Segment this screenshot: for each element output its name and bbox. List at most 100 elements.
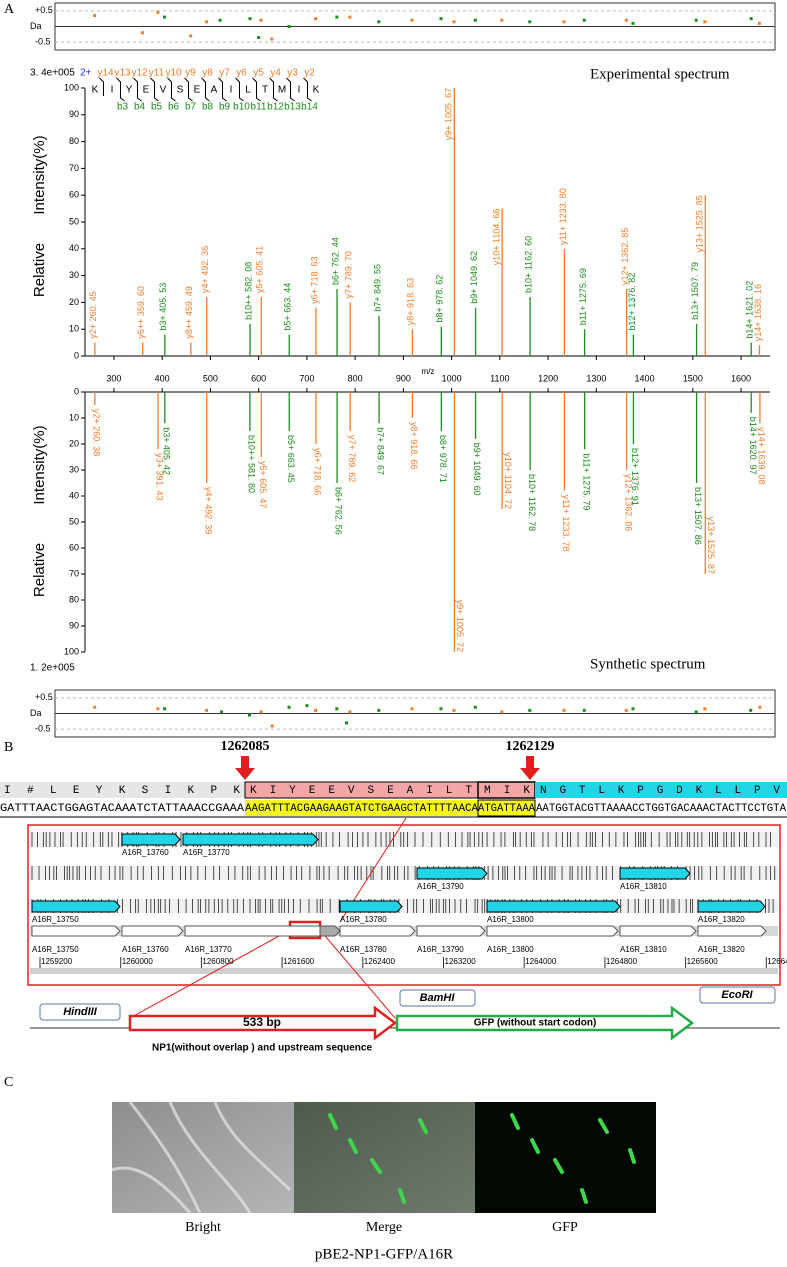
y-tick-label: 50: [69, 516, 79, 526]
peak-label: y11+ 1233. 80: [558, 188, 568, 245]
ladder-bracket: [239, 84, 244, 102]
b-ion-label: b5: [151, 102, 163, 113]
gene-label: A16R_13790: [417, 945, 464, 954]
ladder-bracket: [286, 77, 291, 96]
peak-label: y5+ 605. 41: [255, 246, 265, 293]
error-point: [156, 10, 160, 14]
peak-label: y4+ 492. 39: [203, 487, 213, 534]
dna-seq: AAGATTTACGAAGAAGTATCTGAAGCTATTTTAACA: [245, 803, 478, 815]
y-tick-label: 80: [69, 136, 79, 146]
aa-bg: [0, 782, 245, 798]
sequence-letter: Y: [126, 85, 133, 96]
x-tick-label: 1400: [635, 373, 655, 383]
peak-label: y10+ 1104. 72: [503, 452, 513, 509]
image-label: GFP: [552, 1220, 578, 1235]
y-tick-label: 40: [69, 490, 79, 500]
coord-label: 1260000: [122, 957, 154, 966]
x-tick-label: 1000: [442, 373, 462, 383]
gene-label: A16R_13810: [620, 945, 667, 954]
position-label: 1262129: [506, 739, 555, 754]
peak-label: y7+ 789. 62: [347, 435, 357, 482]
y-ion-label: y8: [202, 68, 213, 79]
sequence-letter: E: [194, 85, 201, 96]
peak-label: y2+ 260. 45: [88, 291, 98, 338]
peak-label: b12+ 1376. 91: [630, 448, 640, 506]
gene-label: A16R_13760: [122, 848, 169, 857]
error-point: [314, 708, 318, 712]
x-tick-label: 300: [106, 373, 121, 383]
error-point: [694, 18, 698, 22]
peak-label: y14+ 1638. 16: [753, 284, 763, 341]
error-point: [473, 705, 477, 709]
error-point: [335, 15, 339, 19]
error-point: [631, 21, 635, 25]
error-point: [248, 17, 252, 21]
peak-label: b8+ 978. 62: [435, 275, 445, 323]
gene-box: [697, 900, 766, 913]
ladder-bracket: [222, 84, 227, 102]
b-ion-label: b6: [168, 102, 180, 113]
y-ion-label: y12: [131, 68, 148, 79]
gene-arrow: [184, 925, 339, 937]
scale-label: 1. 2e+005: [30, 663, 75, 674]
error-point: [500, 18, 504, 22]
x-tick-label: 1500: [683, 373, 703, 383]
gene-box: [31, 900, 121, 913]
gene-label: A16R_13770: [183, 848, 230, 857]
ladder-bracket: [205, 84, 210, 102]
gene-label: A16R_13770: [185, 945, 232, 954]
error-point: [500, 710, 504, 714]
ladder-bracket: [171, 84, 176, 102]
aa-seq: K I Y E E V S E A I L T: [250, 785, 472, 797]
peak-label: y6+ 718. 63: [309, 256, 319, 303]
error-point: [140, 31, 144, 35]
error-point: [562, 708, 566, 712]
x-tick-label: 400: [155, 373, 170, 383]
gene-box: [416, 867, 488, 880]
error-point: [348, 710, 352, 714]
ladder-bracket: [269, 77, 274, 96]
bright-image: [112, 1102, 294, 1213]
y-tick-label: 30: [69, 270, 79, 280]
error-point: [631, 707, 635, 711]
peak-label: y12+ 1362. 86: [623, 474, 633, 531]
aa-seq: N G T L K P G D K L L P V: [540, 785, 780, 797]
y-tick-label: 10: [69, 412, 79, 422]
gene-box: [121, 833, 181, 846]
b-ion-label: b13: [284, 102, 301, 113]
peak-label: y4+ 492. 36: [200, 246, 210, 293]
y-tick-label: 100: [64, 82, 79, 92]
error-point: [156, 707, 160, 711]
dna-seq: GATTTAACTGGAGTACAAATCTATTAAACCGAAA: [0, 803, 244, 815]
error-point: [93, 14, 97, 18]
y-tick-label: 70: [69, 568, 79, 578]
ladder-bracket: [184, 77, 189, 96]
y-tick-label: 100: [64, 646, 79, 656]
peak-label: b6+ 762. 56: [334, 487, 344, 535]
b-ion-label: b7: [185, 102, 197, 113]
aa-seq: I # L E Y K S I K P K: [4, 785, 240, 797]
gene-label: A16R_13750: [32, 915, 79, 924]
ladder-bracket: [133, 77, 138, 96]
peak-label: y14+ 1639. 08: [757, 427, 767, 484]
gene-box: [486, 900, 621, 913]
x-tick-label: 700: [299, 373, 314, 383]
peak-label: b7+ 849. 55: [372, 264, 382, 312]
gene-arrow: [31, 925, 121, 937]
error-point: [703, 707, 707, 711]
ladder-bracket: [235, 77, 240, 96]
peak-label: y8++ 459. 49: [184, 286, 194, 339]
peak-label: b7+ 849. 67: [376, 427, 386, 475]
image-label: Bright: [185, 1220, 221, 1235]
peak-label: y6+ 718. 66: [313, 448, 323, 495]
gene-box: [339, 900, 403, 913]
error-point: [344, 721, 348, 725]
y-tick-label: 80: [69, 594, 79, 604]
error-point: [257, 35, 261, 39]
error-point: [259, 18, 263, 22]
error-point: [473, 18, 477, 22]
gene-label: A16R_13790: [417, 882, 464, 891]
y-ion-label: y9: [185, 68, 196, 79]
y-tick-label: 30: [69, 464, 79, 474]
